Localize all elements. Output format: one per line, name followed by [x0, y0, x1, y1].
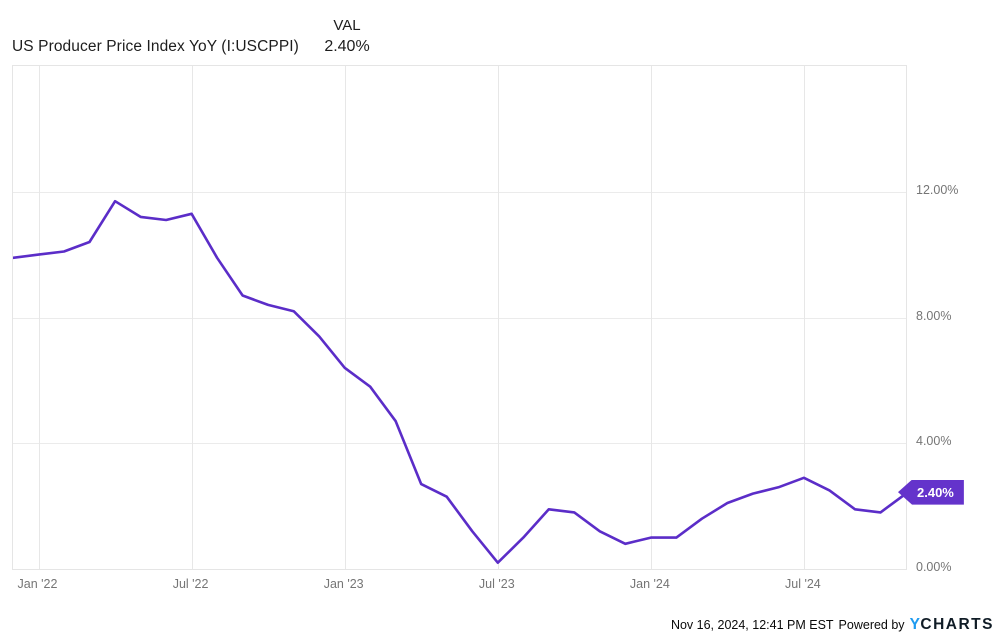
x-axis-tick-label: Jul '24	[785, 577, 821, 591]
val-column-header: VAL	[333, 17, 361, 34]
last-value-badge: 2.40%	[898, 479, 964, 505]
y-axis-tick-label: 8.00%	[916, 308, 952, 323]
y-gridline	[13, 443, 906, 445]
ycharts-logo[interactable]: YCHARTS	[910, 616, 994, 634]
x-axis-tick-label: Jan '22	[17, 577, 58, 591]
chart-title: US Producer Price Index YoY (I:USCPPI)	[12, 38, 299, 55]
x-axis-tick-label: Jul '22	[172, 577, 209, 591]
x-axis-tick-label: Jan '23	[323, 577, 364, 591]
y-gridline	[13, 317, 906, 319]
ycharts-logo-charts: CHARTS	[920, 616, 994, 633]
x-gridline	[497, 66, 499, 569]
current-value-column: VAL 2.40%	[305, 16, 389, 58]
timestamp-text: Nov 16, 2024, 12:41 PM EST	[670, 618, 834, 632]
chart-plot-area[interactable]	[12, 65, 907, 570]
y-axis-tick-label: 12.00%	[916, 182, 959, 197]
powered-by-text: Powered by	[838, 618, 905, 632]
val-column-value: 2.40%	[324, 38, 370, 55]
x-axis-tick-label: Jan '24	[629, 577, 670, 591]
x-gridline	[38, 66, 40, 569]
x-axis-tick-label: Jul '23	[478, 577, 515, 591]
ppi-yoy-line-series	[13, 199, 906, 565]
y-axis-tick-label: 0.00%	[916, 560, 952, 574]
y-axis-tick-label: 4.00%	[916, 434, 952, 449]
x-gridline	[344, 66, 346, 569]
x-gridline	[803, 66, 805, 569]
x-gridline	[191, 66, 193, 569]
ycharts-logo-y: Y	[909, 616, 922, 633]
y-gridline	[13, 191, 906, 193]
x-gridline	[650, 66, 652, 569]
attribution-footer: Nov 16, 2024, 12:41 PM EST Powered by YC…	[671, 616, 994, 634]
